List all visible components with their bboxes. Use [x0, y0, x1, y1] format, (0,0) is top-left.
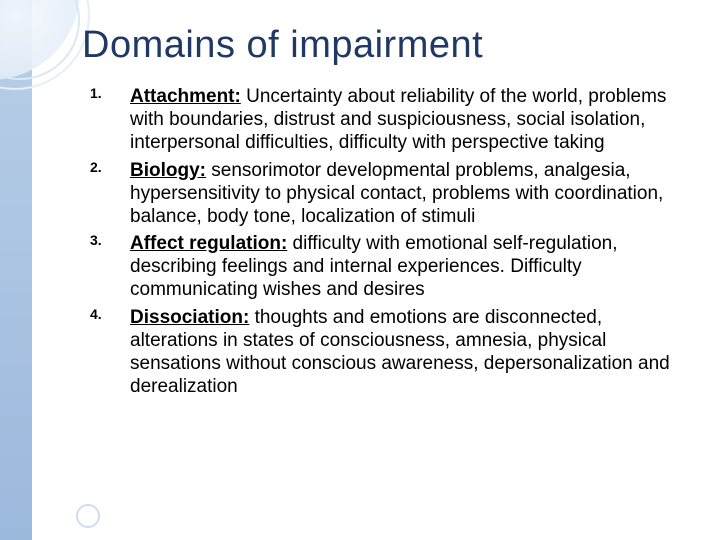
item-number: 3.	[90, 232, 102, 249]
item-term: Affect regulation:	[130, 233, 287, 254]
item-term: Biology:	[130, 160, 206, 181]
slide-content: Domains of impairment 1. Attachment: Unc…	[32, 0, 720, 540]
list-item: 3. Affect regulation: difficulty with em…	[82, 232, 684, 302]
deco-ring-icon	[76, 504, 100, 528]
item-term: Attachment:	[130, 86, 241, 107]
list-item: 2. Biology: sensorimotor developmental p…	[82, 159, 684, 229]
list-item: 4. Dissociation: thoughts and emotions a…	[82, 306, 684, 399]
item-term: Dissociation:	[130, 307, 249, 328]
item-number: 2.	[90, 159, 102, 176]
item-number: 1.	[90, 85, 102, 102]
domain-list: 1. Attachment: Uncertainty about reliabi…	[82, 85, 684, 398]
list-item: 1. Attachment: Uncertainty about reliabi…	[82, 85, 684, 155]
item-number: 4.	[90, 306, 102, 323]
item-body: sensorimotor developmental problems, ana…	[130, 160, 663, 227]
left-sidebar	[0, 0, 32, 540]
page-title: Domains of impairment	[82, 24, 684, 67]
